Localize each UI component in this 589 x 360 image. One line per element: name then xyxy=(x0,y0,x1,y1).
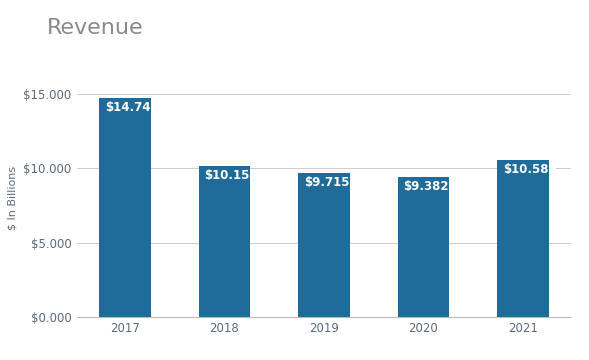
Bar xyxy=(298,172,350,317)
Bar xyxy=(198,166,250,317)
Bar xyxy=(398,177,449,317)
Y-axis label: $ In Billions: $ In Billions xyxy=(8,166,18,230)
Text: $10.589: $10.589 xyxy=(503,162,557,176)
Text: $9.382: $9.382 xyxy=(403,180,449,193)
Text: $14.742: $14.742 xyxy=(105,101,158,114)
Bar xyxy=(497,159,549,317)
Bar xyxy=(99,98,151,317)
Text: $9.715: $9.715 xyxy=(304,176,349,189)
Text: $10.154: $10.154 xyxy=(204,169,258,182)
Text: Revenue: Revenue xyxy=(47,18,144,38)
